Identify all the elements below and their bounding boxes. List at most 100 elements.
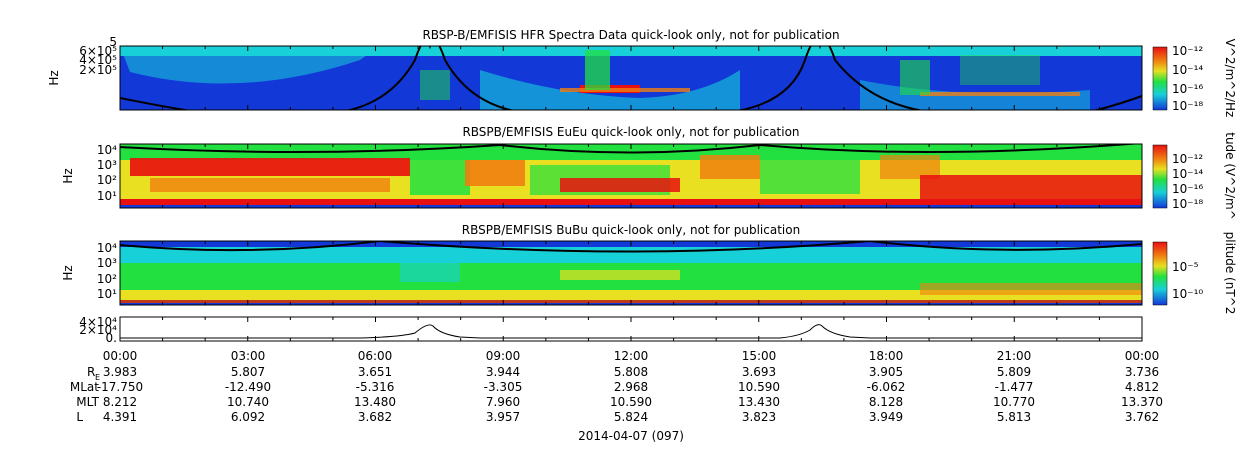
eueu-ylabel: Hz bbox=[61, 168, 75, 183]
ephem-row-label: MLT bbox=[76, 395, 99, 409]
time-tick-marks bbox=[119, 46, 1143, 341]
ephem-value: 5.824 bbox=[614, 410, 648, 424]
ephem-value: 4.812 bbox=[1125, 380, 1159, 394]
bubu-spectrogram bbox=[120, 241, 1142, 305]
ephem-value: 3.905 bbox=[869, 365, 903, 379]
ephem-value: 4.391 bbox=[103, 410, 137, 424]
ephem-value: -6.062 bbox=[867, 380, 906, 394]
ephem-row-sub: E bbox=[95, 373, 100, 382]
panel-hfr-title: RBSP-B/EMFISIS HFR Spectra Data quick-lo… bbox=[422, 28, 839, 42]
hfr-cbar-tick: 10⁻¹⁸ bbox=[1172, 99, 1203, 113]
bubu-cbar-label: plitude (nT^2 bbox=[1223, 232, 1237, 315]
eueu-cbar-label: tude (V^2/m^ bbox=[1223, 132, 1237, 220]
eueu-cbar-tick: 10⁻¹⁸ bbox=[1172, 197, 1203, 211]
hfr-spectrogram bbox=[120, 46, 1142, 110]
eueu-colorbar: 10⁻¹² 10⁻¹⁴ 10⁻¹⁶ 10⁻¹⁸ tude (V^2/m^ bbox=[1152, 132, 1237, 220]
ephem-value: 3.983 bbox=[103, 365, 137, 379]
ephem-value: 13.480 bbox=[354, 395, 396, 409]
ephemeris-table: 00:00 03:00 06:00 09:00 12:00 15:00 18:0… bbox=[70, 349, 1163, 443]
bubu-cbar-tick: 10⁻¹⁰ bbox=[1172, 287, 1203, 301]
ephem-value: 5.807 bbox=[231, 365, 265, 379]
eueu-cbar-tick: 10⁻¹⁴ bbox=[1172, 167, 1203, 181]
ephem-value: 8.212 bbox=[103, 395, 137, 409]
ephem-value: 3.944 bbox=[486, 365, 520, 379]
ephem-value: 3.823 bbox=[742, 410, 776, 424]
ephem-value: 3.736 bbox=[1125, 365, 1159, 379]
panel-bubu: RBSPB/EMFISIS BuBu quick-look only, not … bbox=[61, 223, 1237, 314]
line-ytick: 2×10⁴ bbox=[79, 323, 117, 337]
ephem-value: -5.316 bbox=[356, 380, 395, 394]
bubu-ytick: 10¹ bbox=[97, 287, 117, 301]
time-label: 03:00 bbox=[231, 349, 266, 363]
time-label: 15:00 bbox=[742, 349, 777, 363]
bubu-ytick: 10⁴ bbox=[97, 241, 117, 255]
hfr-ytick: 4×10⁵ bbox=[79, 53, 117, 67]
eueu-ytick: 10³ bbox=[97, 158, 117, 172]
time-label: 00:00 bbox=[103, 349, 138, 363]
hfr-ytick: 2×10⁵ bbox=[79, 63, 117, 77]
ephem-value: 10.590 bbox=[610, 395, 652, 409]
time-labels: 00:00 03:00 06:00 09:00 12:00 15:00 18:0… bbox=[103, 349, 1160, 363]
ephem-value: -17.750 bbox=[97, 380, 143, 394]
bubu-colorbar: 10⁻⁵ 10⁻¹⁰ plitude (nT^2 bbox=[1152, 232, 1237, 315]
date-label: 2014-04-07 (097) bbox=[578, 429, 684, 443]
bubu-ylabel: Hz bbox=[61, 265, 75, 280]
eueu-ytick: 10⁴ bbox=[97, 143, 117, 157]
eueu-ytick: 10² bbox=[97, 173, 117, 187]
time-label: 12:00 bbox=[614, 349, 649, 363]
eueu-ytick: 10¹ bbox=[97, 189, 117, 203]
ephem-row-mlt: MLT 8.212 10.740 13.480 7.960 10.590 13.… bbox=[76, 395, 1163, 409]
ephem-row-re: R E 3.983 5.807 3.651 3.944 5.808 3.693 … bbox=[87, 365, 1159, 382]
line-y-axis: 4×10⁴ 2×10⁴ 0. bbox=[79, 315, 117, 345]
hfr-ylabel: Hz bbox=[47, 70, 61, 85]
ephem-value: 7.960 bbox=[486, 395, 520, 409]
time-label: 09:00 bbox=[486, 349, 521, 363]
panel-eueu: RBSPB/EMFISIS EuEu quick-look only, not … bbox=[61, 125, 1237, 220]
ephem-value: 3.949 bbox=[869, 410, 903, 424]
time-label: 00:00 bbox=[1125, 349, 1160, 363]
ephem-value: 6.092 bbox=[231, 410, 265, 424]
ephem-value: 5.808 bbox=[614, 365, 648, 379]
ephem-value: -3.305 bbox=[484, 380, 523, 394]
line-ytick: 4×10⁴ bbox=[79, 315, 117, 329]
ephem-value: 10.740 bbox=[227, 395, 269, 409]
ephem-value: 10.590 bbox=[738, 380, 780, 394]
eueu-cbar-tick: 10⁻¹² bbox=[1172, 152, 1203, 166]
ephem-value: 10.770 bbox=[993, 395, 1035, 409]
line-series bbox=[120, 324, 1142, 339]
eueu-y-axis: 10⁴ 10³ 10² 10¹ Hz bbox=[61, 143, 117, 203]
time-label: 06:00 bbox=[358, 349, 393, 363]
bubu-cbar-tick: 10⁻⁵ bbox=[1172, 260, 1199, 274]
hfr-y-axis: 2×10⁵ 4×10⁵ 6×10⁵ 5 Hz bbox=[47, 35, 117, 86]
bubu-y-axis: 10⁴ 10³ 10² 10¹ Hz bbox=[61, 241, 117, 301]
ephem-value: 3.762 bbox=[1125, 410, 1159, 424]
time-label: 21:00 bbox=[997, 349, 1032, 363]
ephem-value: 5.813 bbox=[997, 410, 1031, 424]
hfr-cbar-tick: 10⁻¹⁴ bbox=[1172, 63, 1203, 77]
bubu-ytick: 10² bbox=[97, 272, 117, 286]
hfr-ytick: 5 bbox=[109, 35, 117, 49]
ephem-value: 3.682 bbox=[358, 410, 392, 424]
panel-line: 4×10⁴ 2×10⁴ 0. bbox=[79, 315, 1143, 345]
ephem-value: -12.490 bbox=[225, 380, 271, 394]
hfr-ytick: 6×10⁵ bbox=[79, 44, 117, 58]
ephem-row-mlat: MLat -17.750 -12.490 -5.316 -3.305 2.968… bbox=[70, 380, 1159, 394]
ephem-row-label: R bbox=[87, 365, 95, 379]
ephem-value: 3.957 bbox=[486, 410, 520, 424]
ephem-value: 13.370 bbox=[1121, 395, 1163, 409]
ephem-value: 8.128 bbox=[869, 395, 903, 409]
ephem-row-label: MLat bbox=[70, 380, 99, 394]
line-ytick: 0. bbox=[106, 331, 117, 345]
ephem-value: 2.968 bbox=[614, 380, 648, 394]
ephem-value: 3.651 bbox=[358, 365, 392, 379]
ephem-row-l: L 4.391 6.092 3.682 3.957 5.824 3.823 3.… bbox=[76, 410, 1159, 424]
ephem-row-label: L bbox=[76, 410, 83, 424]
eueu-spectrogram bbox=[120, 144, 1142, 208]
panel-bubu-title: RBSPB/EMFISIS BuBu quick-look only, not … bbox=[462, 223, 800, 237]
panel-eueu-title: RBSPB/EMFISIS EuEu quick-look only, not … bbox=[462, 125, 799, 139]
time-label: 18:00 bbox=[869, 349, 904, 363]
ephem-value: 13.430 bbox=[738, 395, 780, 409]
eueu-cbar-tick: 10⁻¹⁶ bbox=[1172, 182, 1203, 196]
ephem-value: 3.693 bbox=[742, 365, 776, 379]
